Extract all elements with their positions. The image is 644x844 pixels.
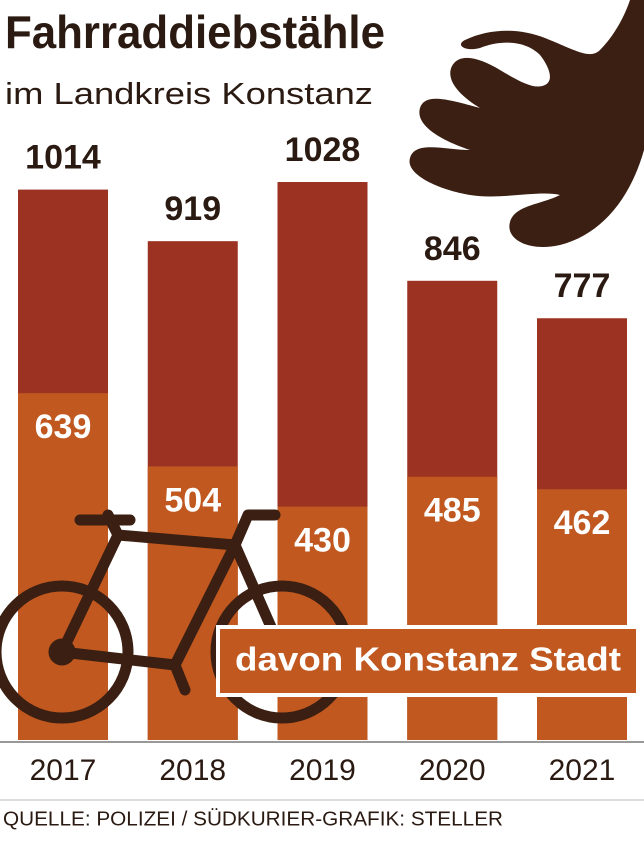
value-label: 430 <box>294 522 351 560</box>
bar <box>18 393 108 740</box>
value-label: 462 <box>554 504 611 542</box>
x-tick-label: 2021 <box>549 754 616 787</box>
value-label: 639 <box>35 408 92 446</box>
bar <box>537 489 627 740</box>
x-tick-label: 2018 <box>159 754 226 787</box>
value-label: 919 <box>164 190 221 228</box>
legend-label: davon Konstanz Stadt <box>235 641 621 678</box>
chart-subtitle: im Landkreis Konstanz <box>5 76 373 111</box>
x-tick-label: 2020 <box>419 754 486 787</box>
source-note: QUELLE: POLIZEI / SÜDKURIER-GRAFIK: STEL… <box>3 808 503 830</box>
value-label: 1028 <box>285 131 361 169</box>
value-label: 777 <box>554 267 611 305</box>
hand-illustration <box>409 0 644 248</box>
value-label: 846 <box>424 230 481 268</box>
x-tick-label: 2019 <box>289 754 356 787</box>
value-label: 504 <box>164 481 221 519</box>
chart-title: Fahrraddiebstähle <box>5 6 385 58</box>
legend: davon Konstanz Stadt <box>216 625 640 697</box>
value-label: 485 <box>424 492 481 530</box>
value-label: 1014 <box>25 139 101 177</box>
x-tick-label: 2017 <box>30 754 97 787</box>
legend-box <box>216 625 640 697</box>
